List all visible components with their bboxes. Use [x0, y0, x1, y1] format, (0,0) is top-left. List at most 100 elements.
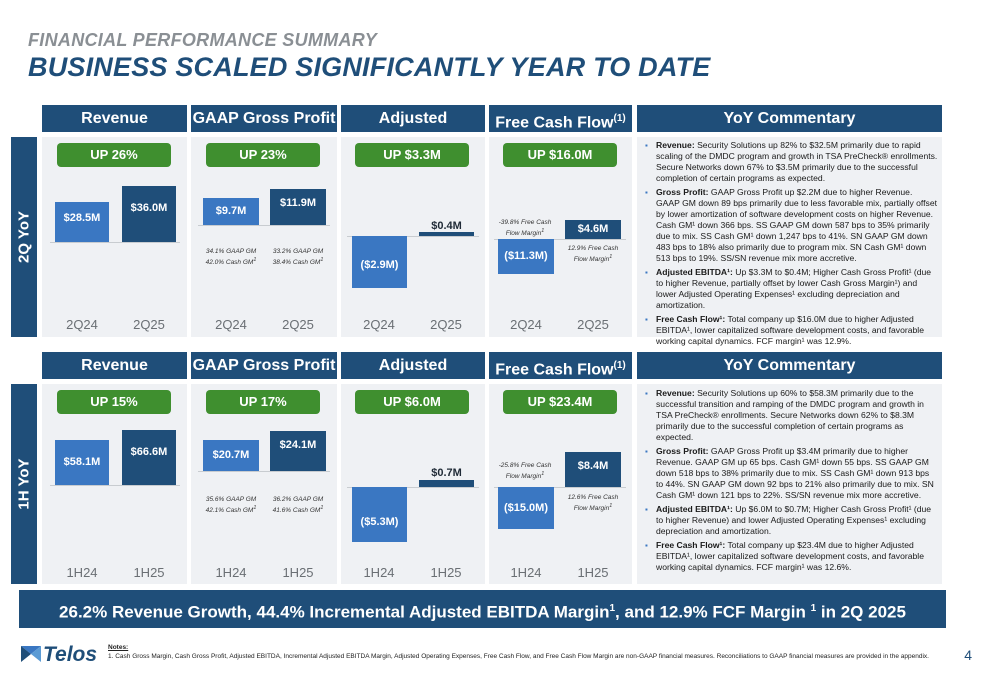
gaap-growth-pill: UP 17%	[206, 390, 320, 414]
header-fcf-h: Free Cash Flow(1)	[489, 352, 632, 379]
fcf-xlabel-1: 1H24	[510, 565, 542, 580]
ebitda-xlabel-1: 2Q24	[363, 317, 395, 332]
commentary-item: Adjusted EBITDA¹: Up $6.0M to $0.7M; Hig…	[645, 504, 938, 537]
fcf-value-1h24: ($15.0M)	[503, 502, 549, 514]
gaap-bar-1h25	[270, 431, 326, 471]
fcf-margin-note-1h25: 12.6% Free Cash Flow Margin1	[567, 494, 619, 513]
revenue-bar-2q25	[122, 186, 176, 242]
page-number: 4	[964, 647, 972, 663]
fcf-bar-2q25	[565, 220, 621, 239]
header-ebitda-q: Adjusted EBITDA(1)	[341, 105, 485, 158]
revenue-bar-2q24	[55, 202, 109, 242]
page-title: BUSINESS SCALED SIGNIFICANTLY YEAR TO DA…	[28, 52, 711, 82]
fcf-margin-note-2q24: -39.8% Free Cash Flow Margin1	[498, 219, 552, 238]
ebitda-bar-2q25	[419, 232, 474, 236]
gaap-margin-note-1h25: 36.2% GAAP GM 41.6% Cash GM1	[272, 496, 324, 515]
fcf-value-1h25: $8.4M	[577, 460, 609, 472]
panel-gaap-q	[191, 137, 337, 337]
revenue-xlabel-2: 1H25	[133, 565, 165, 580]
side-label-1h: 1H YoY	[11, 384, 37, 584]
commentary-item: Free Cash Flow¹: Total company up $23.4M…	[645, 540, 938, 573]
fcf-value-2q25: $4.6M	[577, 223, 609, 235]
gaap-xlabel-2: 1H25	[282, 565, 314, 580]
gaap-bar-2q24	[203, 198, 259, 225]
header-fcf-q: Free Cash Flow(1)	[489, 105, 632, 132]
axis-line	[494, 239, 626, 240]
telos-logo: Telos	[19, 643, 97, 667]
ebitda-growth-pill: UP $3.3M	[355, 143, 469, 167]
gaap-xlabel-1: 1H24	[215, 565, 247, 580]
gaap-xlabel-2: 2Q25	[282, 317, 314, 332]
telos-logo-icon	[21, 646, 41, 662]
header-gaap-q: GAAP Gross Profit	[191, 105, 337, 132]
header-revenue-q: Revenue	[42, 105, 187, 132]
fcf-bar-1h24	[498, 487, 554, 529]
commentary-item: Free Cash Flow¹: Total company up $16.0M…	[645, 314, 938, 347]
gaap-growth-pill: UP 23%	[206, 143, 320, 167]
revenue-value-2q24: $28.5M	[63, 212, 101, 224]
commentary-item: Gross Profit: GAAP Gross Profit up $3.4M…	[645, 446, 938, 501]
eyebrow-title: FINANCIAL PERFORMANCE SUMMARY	[28, 30, 378, 50]
fcf-margin-note-2q25: 12.9% Free Cash Flow Margin1	[567, 245, 619, 264]
fcf-bar-1h25	[565, 452, 621, 487]
revenue-value-1h24: $58.1M	[63, 456, 101, 468]
side-label-2q: 2Q YoY	[11, 137, 37, 337]
fcf-xlabel-2: 2Q25	[577, 317, 609, 332]
revenue-xlabel-2: 2Q25	[133, 317, 165, 332]
ebitda-value-2q25: $0.4M	[431, 220, 462, 232]
header-revenue-h: Revenue	[42, 352, 187, 379]
revenue-value-2q25: $36.0M	[130, 202, 168, 214]
footnotes: Notes: 1. Cash Gross Margin, Cash Gross …	[108, 644, 929, 660]
gaap-bar-2q25	[270, 189, 326, 225]
ebitda-bar-1h24	[352, 487, 407, 542]
ebitda-bar-2q24	[352, 236, 407, 288]
axis-line	[494, 487, 626, 488]
axis-line	[50, 485, 180, 486]
commentary-item: Gross Profit: GAAP Gross Profit up $2.2M…	[645, 187, 938, 264]
ebitda-xlabel-1: 1H24	[363, 565, 395, 580]
gaap-value-1h24: $20.7M	[212, 449, 250, 461]
ebitda-xlabel-2: 1H25	[430, 565, 462, 580]
gaap-value-2q25: $11.9M	[279, 197, 317, 209]
revenue-growth-pill: UP 15%	[57, 390, 171, 414]
gaap-bar-1h24	[203, 440, 259, 471]
commentary-item: Revenue: Security Solutions up 82% to $3…	[645, 140, 938, 184]
gaap-value-1h25: $24.1M	[279, 439, 317, 451]
axis-line	[347, 236, 479, 237]
axis-line	[50, 242, 180, 243]
commentary-1h: Revenue: Security Solutions up 60% to $5…	[642, 388, 938, 576]
axis-line	[198, 471, 330, 472]
revenue-bar-1h25	[122, 430, 176, 485]
commentary-item: Revenue: Security Solutions up 60% to $5…	[645, 388, 938, 443]
header-commentary-q: YoY Commentary	[637, 105, 942, 132]
summary-banner: 26.2% Revenue Growth, 44.4% Incremental …	[19, 590, 946, 628]
gaap-margin-note-2q24: 34.1% GAAP GM 42.0% Cash GM1	[205, 248, 257, 267]
header-gaap-h: GAAP Gross Profit	[191, 352, 337, 379]
revenue-bar-1h24	[55, 440, 109, 485]
fcf-growth-pill: UP $16.0M	[503, 143, 617, 167]
fcf-xlabel-1: 2Q24	[510, 317, 542, 332]
gaap-margin-note-1h24: 35.6% GAAP GM 42.1% Cash GM1	[205, 496, 257, 515]
fcf-value-2q24: ($11.3M)	[504, 250, 548, 262]
commentary-2q: Revenue: Security Solutions up 82% to $3…	[642, 140, 938, 350]
panel-gaap-h	[191, 384, 337, 584]
revenue-growth-pill: UP 26%	[57, 143, 171, 167]
fcf-xlabel-2: 1H25	[577, 565, 609, 580]
ebitda-bar-1h25	[419, 480, 474, 487]
ebitda-growth-pill: UP $6.0M	[355, 390, 469, 414]
revenue-xlabel-1: 1H24	[66, 565, 98, 580]
fcf-growth-pill: UP $23.4M	[503, 390, 617, 414]
revenue-value-1h25: $66.6M	[130, 446, 168, 458]
commentary-item: Adjusted EBITDA¹: Up $3.3M to $0.4M; Hig…	[645, 267, 938, 311]
ebitda-value-1h24: ($5.3M)	[360, 516, 399, 528]
fcf-margin-note-1h24: -25.8% Free Cash Flow Margin1	[498, 462, 552, 481]
header-ebitda-h: Adjusted EBITDA(1)	[341, 352, 485, 405]
ebitda-value-1h25: $0.7M	[431, 467, 462, 479]
gaap-margin-note-2q25: 33.2% GAAP GM 38.4% Cash GM1	[272, 248, 324, 267]
ebitda-xlabel-2: 2Q25	[430, 317, 462, 332]
revenue-xlabel-1: 2Q24	[66, 317, 98, 332]
axis-line	[347, 487, 479, 488]
axis-line	[198, 225, 330, 226]
gaap-value-2q24: $9.7M	[215, 205, 247, 217]
header-commentary-h: YoY Commentary	[637, 352, 942, 379]
